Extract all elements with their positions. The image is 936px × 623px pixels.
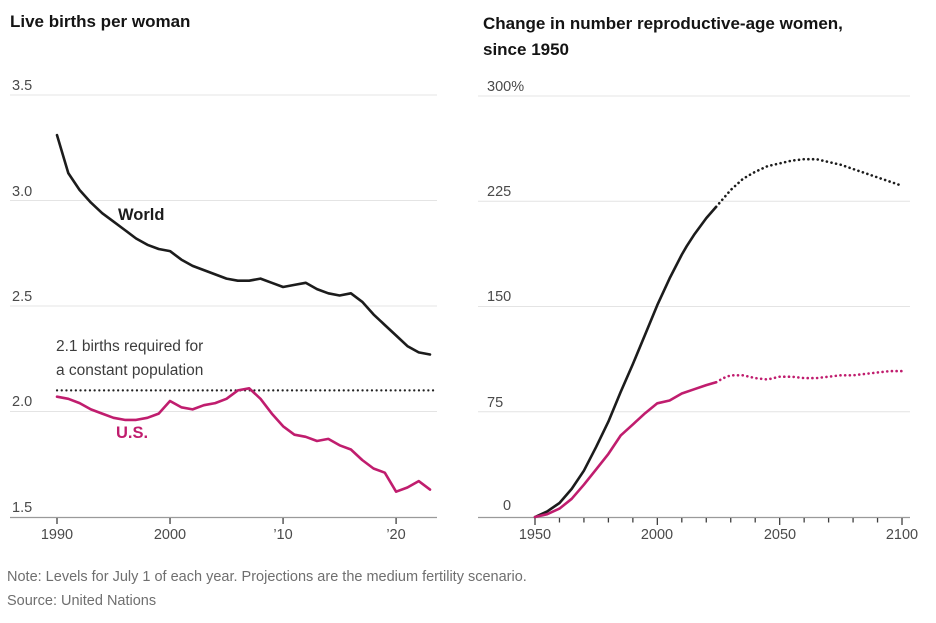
us-women-change-line [533,381,718,519]
left-xtick-1990: 1990 [40,527,74,543]
right-chart-title-line2: since 1950 [483,40,570,59]
replacement-annotation: 2.1 births required for a constant popul… [56,335,203,383]
left-ytick-2.5: 2.5 [12,289,33,305]
world-women-change-line [533,205,718,519]
left-chart-gridlines [10,94,437,412]
right-ytick-75: 75 [487,395,504,411]
right-xtick-1950: 1950 [518,527,552,543]
world-fertility-line [55,133,432,356]
us-women-projection-dotted [714,369,904,384]
left-ytick-1.5: 1.5 [12,500,33,516]
left-chart-title: Live births per woman [10,12,191,31]
world-series-label: World [118,206,165,224]
left-xtick-2000: 2000 [153,527,187,543]
left-ytick-2.0: 2.0 [12,394,33,410]
right-chart-gridlines [478,95,910,413]
note-text: Note: Levels for July 1 of each year. Pr… [7,569,527,585]
left-ytick-3.5: 3.5 [12,78,33,94]
right-chart-axis [478,516,910,525]
right-ytick-225: 225 [487,184,512,200]
replacement-annotation-line1: 2.1 births required for [56,338,204,355]
right-xtick-2100: 2100 [885,527,919,543]
left-chart-axis [10,516,437,524]
left-xtick-10: ’10 [273,527,293,543]
right-xtick-2000: 2000 [640,527,674,543]
left-xtick-20: ’20 [386,527,406,543]
replacement-annotation-line2: a constant population [56,362,204,379]
right-chart-title-line1: Change in number reproductive-age women, [483,14,843,33]
right-ytick-300: 300% [487,79,525,95]
us-series-label: U.S. [116,424,149,442]
right-ytick-150: 150 [487,289,512,305]
right-ytick-0: 0 [503,498,512,514]
source-text: Source: United Nations [7,593,157,609]
us-fertility-line [55,387,432,493]
right-xtick-2050: 2050 [763,527,797,543]
right-chart-title: Change in number reproductive-age women,… [483,11,843,63]
world-women-projection-dotted [714,157,904,209]
left-ytick-3.0: 3.0 [12,184,33,200]
